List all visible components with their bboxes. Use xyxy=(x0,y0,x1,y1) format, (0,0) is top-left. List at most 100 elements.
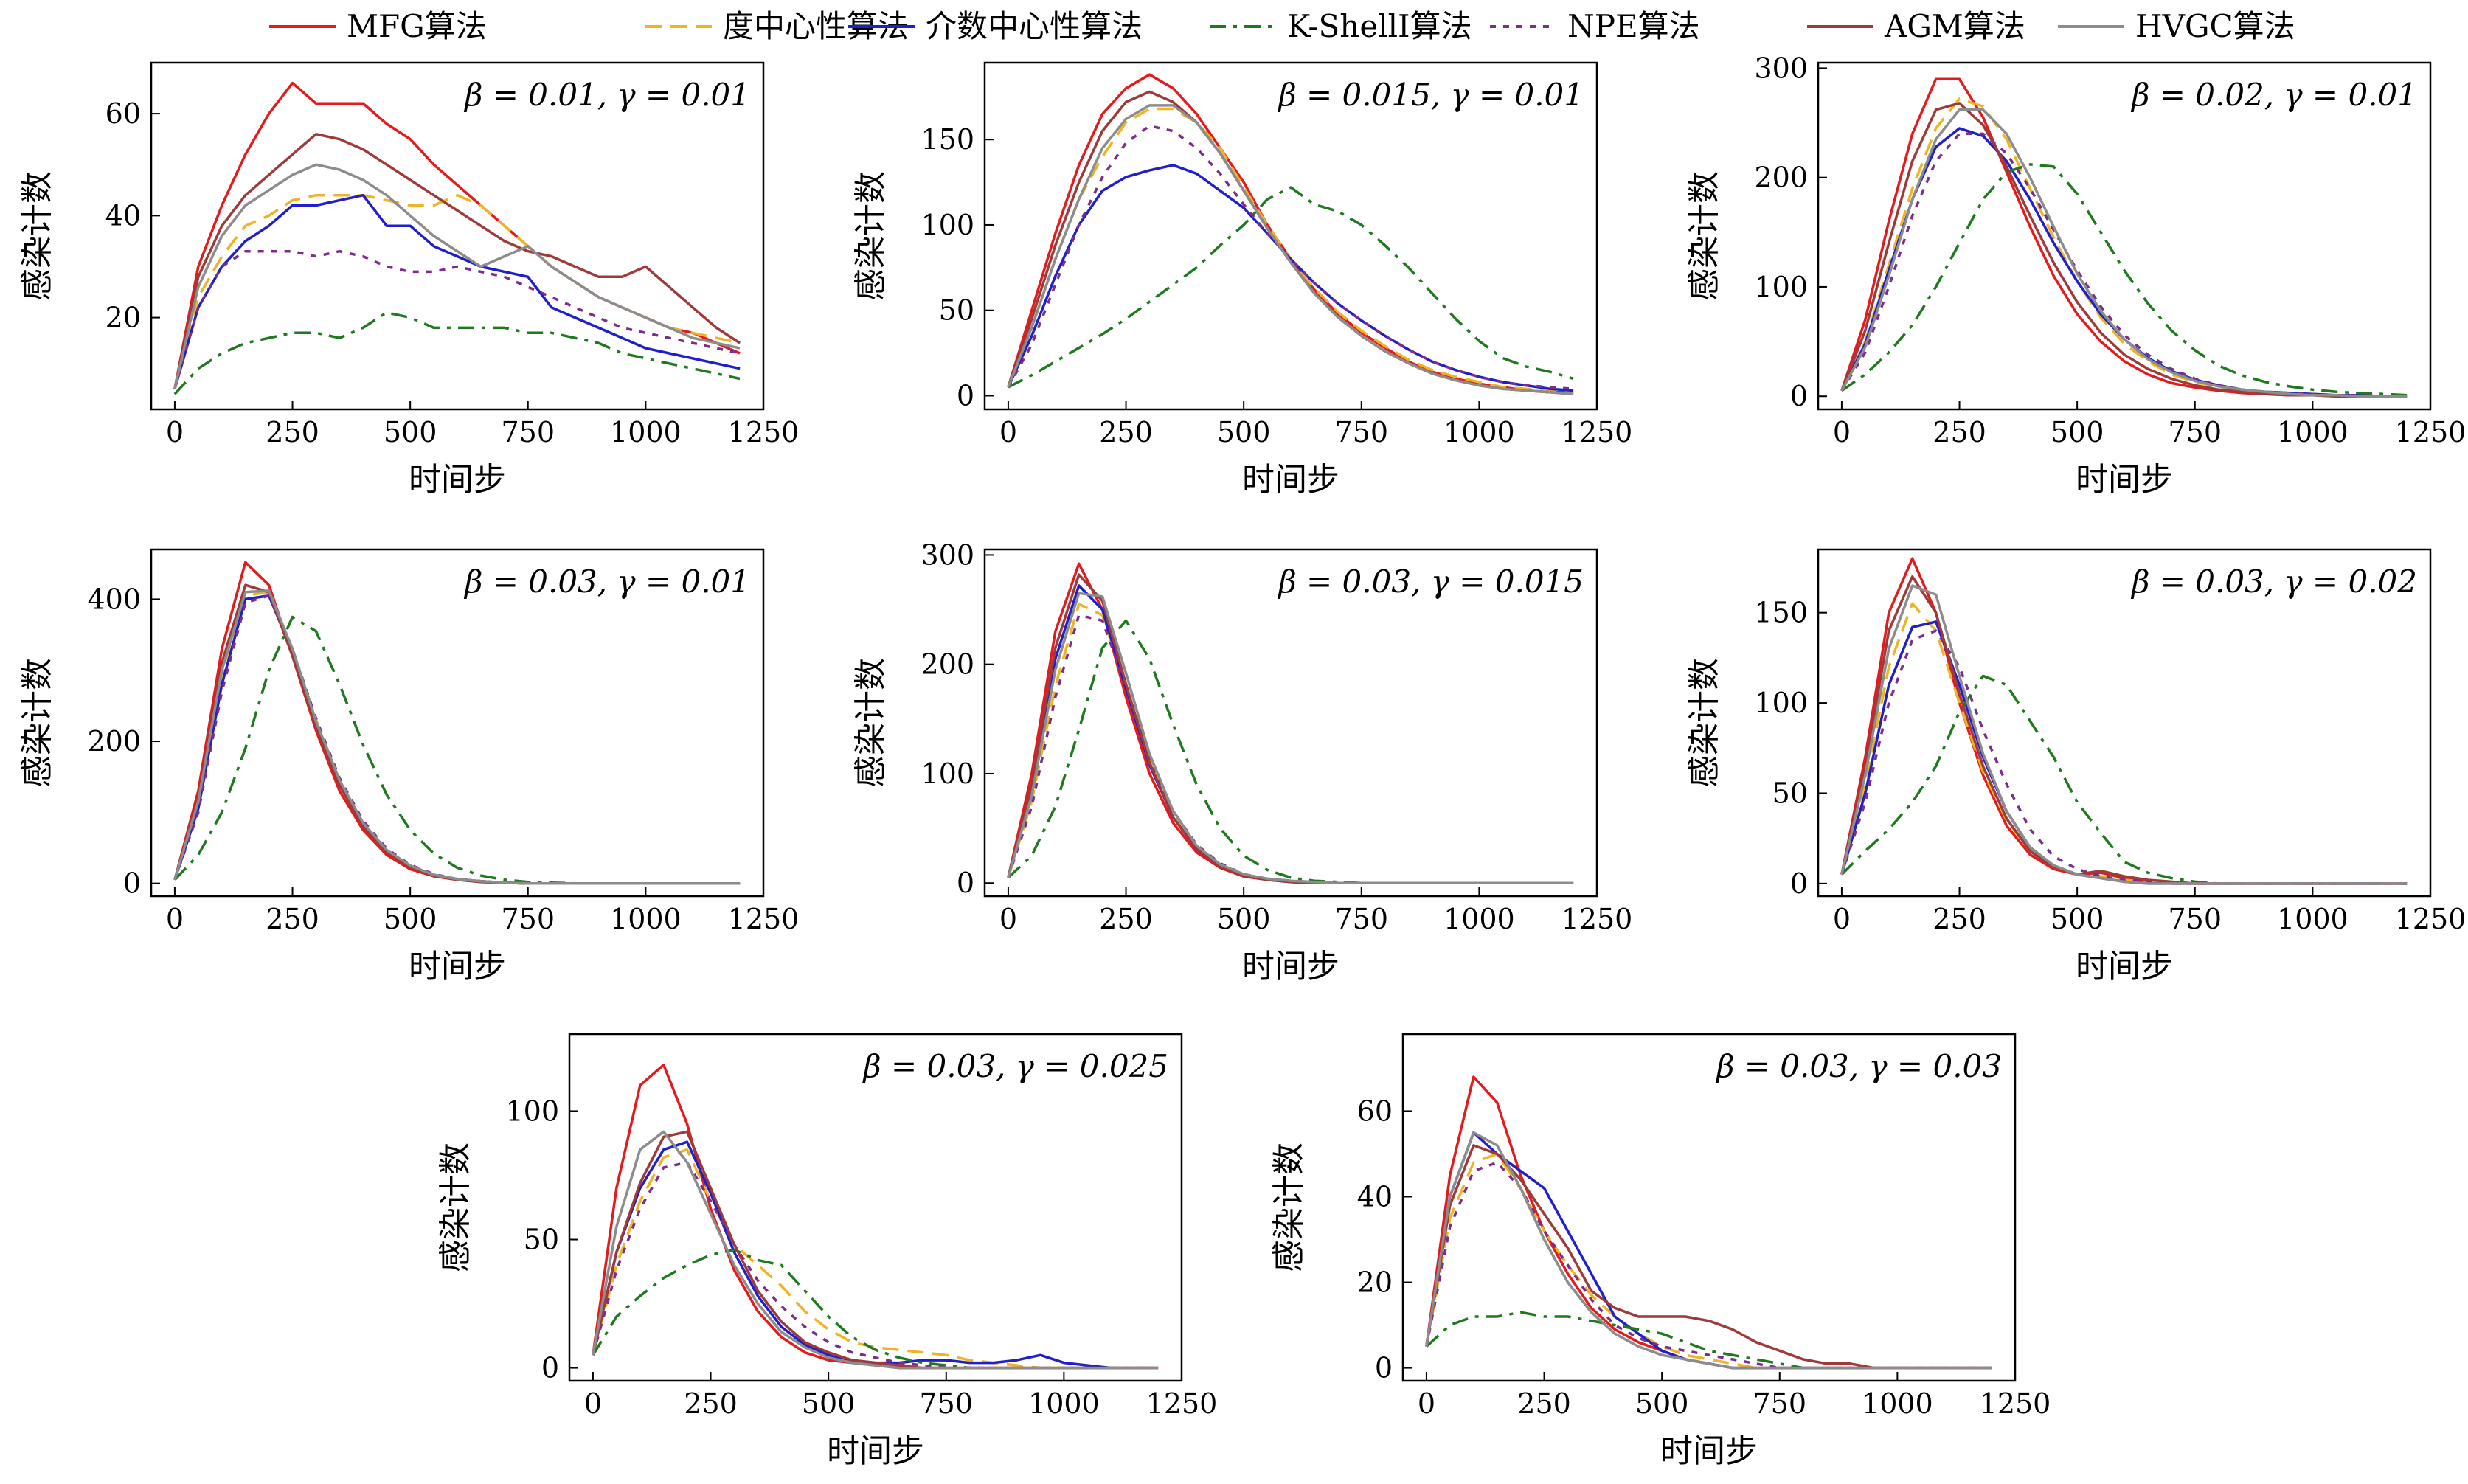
x-tick-label: 500 xyxy=(1635,1387,1689,1420)
series-line-agm xyxy=(1007,573,1574,884)
parameter-annotation: β = 0.03, γ = 0.015 xyxy=(1277,564,1584,600)
series-line-agm xyxy=(1840,102,2408,398)
series-line-mfg xyxy=(1007,562,1574,884)
series-line-agm xyxy=(173,133,741,389)
legend-entry-betweenness: 介数中心性算法 xyxy=(848,8,1143,44)
legend-entry-mfg: MFG算法 xyxy=(269,8,487,44)
y-tick-label: 300 xyxy=(1754,52,1808,84)
series-line-hvgc xyxy=(173,163,741,389)
legend-entry-npe: NPE算法 xyxy=(1490,8,1700,44)
plot-frame xyxy=(1817,548,2432,898)
y-tick-label: 200 xyxy=(1754,162,1808,194)
chart-svg: 0 250 500 750 1000 1250 0 200 400 时间步 感染计数 β = 0.03… xyxy=(18,548,799,985)
series-line-hvgc xyxy=(1840,108,2408,398)
x-tick-label: 0 xyxy=(166,903,184,935)
legend-label: NPE算法 xyxy=(1567,8,1700,44)
x-tick-label: 500 xyxy=(2051,416,2104,448)
x-tick-label: 1000 xyxy=(2277,903,2349,935)
plot-frame xyxy=(150,61,765,411)
y-axis-label: 感染计数 xyxy=(437,1143,474,1272)
series-line-npe xyxy=(1425,1161,1992,1370)
x-tick-label: 500 xyxy=(2051,903,2104,935)
parameter-annotation: β = 0.015, γ = 0.01 xyxy=(1277,77,1584,113)
parameter-annotation: β = 0.03, γ = 0.025 xyxy=(862,1048,1168,1084)
series-line-degree xyxy=(1425,1152,1992,1370)
parameter-annotation: β = 0.03, γ = 0.03 xyxy=(1715,1048,2002,1084)
y-tick-label: 150 xyxy=(1754,597,1808,629)
x-tick-label: 1250 xyxy=(1561,416,1633,448)
series-line-kshell xyxy=(1840,674,2408,885)
parameter-annotation: β = 0.03, γ = 0.01 xyxy=(463,564,750,600)
x-tick-label: 750 xyxy=(1753,1387,1807,1420)
y-tick-label: 100 xyxy=(1754,687,1808,719)
chart-panel-5: 0 250 500 750 1000 1250 0 100 200 300 时间步 感染计数 β = 0… xyxy=(845,538,1632,999)
chart-svg: 0 250 500 750 1000 1250 20 40 60 时间步 感染计数 β = 0.01,… xyxy=(18,61,799,499)
chart-svg: 0 250 500 750 1000 1250 0 100 200 300 时间步 感染计数 β = 0… xyxy=(1685,52,2466,499)
series-line-kshell xyxy=(1008,186,1574,389)
series-line-npe xyxy=(173,249,741,389)
plot-frame xyxy=(150,548,765,898)
y-tick-label: 50 xyxy=(1772,777,1808,809)
chart-panel-3: 0 250 500 750 1000 1250 0 100 200 300 时间步 感染计数 β = 0… xyxy=(1678,52,2466,513)
x-tick-label: 500 xyxy=(1217,416,1271,448)
series-line-mfg xyxy=(1840,77,2408,398)
series-line-npe xyxy=(592,1161,1159,1370)
plot-frame xyxy=(568,1033,1183,1382)
x-tick-label: 0 xyxy=(1833,903,1851,935)
series-line-agm xyxy=(173,583,741,885)
series-line-kshell xyxy=(173,615,741,885)
series-line-betweenness xyxy=(1840,620,2408,885)
x-axis-label: 时间步 xyxy=(1660,1432,1758,1470)
x-tick-label: 500 xyxy=(802,1387,856,1420)
y-axis-label: 感染计数 xyxy=(1685,658,1723,788)
parameter-annotation: β = 0.02, γ = 0.01 xyxy=(2130,77,2417,113)
x-tick-label: 0 xyxy=(999,416,1017,448)
series-line-npe xyxy=(1007,614,1574,884)
plot-frame xyxy=(1817,61,2432,411)
chart-panel-2: 0 250 500 750 1000 1250 0 50 100 150 时间步 感染计数 β = 0.… xyxy=(845,61,1632,513)
series-group xyxy=(1840,77,2408,398)
chart-svg: 0 250 500 750 1000 1250 0 50 100 150 时间步 感染计数 β = 0.… xyxy=(1685,548,2466,985)
x-axis-label: 时间步 xyxy=(409,461,506,499)
legend-label: MFG算法 xyxy=(347,8,487,44)
y-tick-label: 50 xyxy=(524,1224,559,1256)
y-axis-label: 感染计数 xyxy=(18,658,56,788)
y-axis-label: 感染计数 xyxy=(852,658,890,788)
legend-entry-agm: AGM算法 xyxy=(1807,8,2025,44)
series-line-npe xyxy=(1007,124,1574,390)
y-tick-label: 100 xyxy=(921,209,974,241)
x-tick-label: 250 xyxy=(1933,416,1986,448)
y-tick-label: 200 xyxy=(921,648,974,681)
x-tick-label: 1250 xyxy=(1146,1387,1218,1420)
x-axis-label: 时间步 xyxy=(1242,461,1339,499)
x-tick-label: 0 xyxy=(166,416,184,448)
series-line-hvgc xyxy=(1007,104,1574,395)
series-line-betweenness xyxy=(1007,164,1574,392)
series-line-npe xyxy=(1840,629,2408,885)
x-tick-label: 1000 xyxy=(610,416,682,448)
x-tick-label: 1000 xyxy=(610,903,682,935)
x-axis-label: 时间步 xyxy=(409,948,506,985)
chart-panel-6: 0 250 500 750 1000 1250 0 50 100 150 时间步 感染计数 β = 0.… xyxy=(1678,548,2466,999)
chart-panel-7: 0 250 500 750 1000 1250 0 50 100 时间步 感染计数 β = 0.03,… xyxy=(429,1033,1217,1484)
chart-svg: 0 250 500 750 1000 1250 0 20 40 60 时间步 感染计数 β = 0.03… xyxy=(1270,1033,2051,1470)
x-tick-label: 250 xyxy=(266,416,319,448)
x-tick-label: 250 xyxy=(1517,1387,1571,1420)
x-tick-label: 1250 xyxy=(2395,416,2467,448)
chart-panel-1: 0 250 500 750 1000 1250 20 40 60 时间步 感染计数 β = 0.01,… xyxy=(11,61,799,513)
x-axis-label: 时间步 xyxy=(2076,948,2173,985)
x-tick-label: 250 xyxy=(684,1387,738,1420)
series-line-betweenness xyxy=(592,1140,1159,1370)
y-tick-label: 0 xyxy=(957,379,974,412)
series-line-degree xyxy=(1007,603,1574,884)
series-group xyxy=(173,81,741,395)
series-line-betweenness xyxy=(1007,584,1574,884)
y-tick-label: 40 xyxy=(1357,1180,1393,1213)
y-tick-label: 300 xyxy=(921,538,974,571)
legend-label: K-ShellI算法 xyxy=(1287,8,1472,44)
x-tick-label: 250 xyxy=(1099,903,1153,935)
series-line-kshell xyxy=(1840,163,2408,397)
y-tick-label: 50 xyxy=(939,294,974,327)
x-tick-label: 0 xyxy=(1418,1387,1435,1420)
x-tick-label: 1250 xyxy=(1561,903,1633,935)
